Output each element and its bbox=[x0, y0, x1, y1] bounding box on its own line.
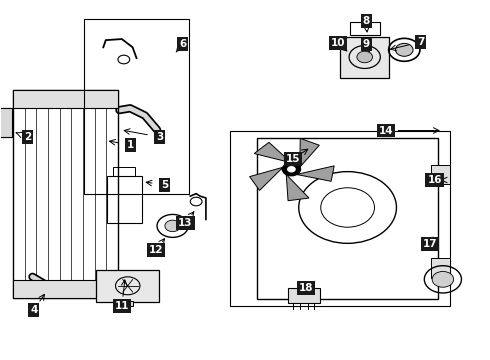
Text: 12: 12 bbox=[149, 245, 163, 255]
Text: 8: 8 bbox=[363, 16, 370, 26]
Circle shape bbox=[287, 166, 296, 172]
Polygon shape bbox=[254, 142, 292, 163]
Bar bbox=[0, 108, 12, 137]
Text: 6: 6 bbox=[179, 39, 187, 49]
Text: 13: 13 bbox=[178, 218, 193, 228]
Bar bbox=[13, 90, 118, 108]
Bar bbox=[230, 131, 450, 306]
Polygon shape bbox=[286, 175, 309, 201]
Bar bbox=[113, 167, 135, 176]
Text: 9: 9 bbox=[363, 40, 370, 49]
Text: 15: 15 bbox=[286, 154, 300, 164]
Bar bbox=[431, 258, 450, 278]
Circle shape bbox=[357, 51, 372, 63]
Polygon shape bbox=[296, 166, 334, 181]
Text: 3: 3 bbox=[156, 132, 163, 142]
Circle shape bbox=[432, 271, 454, 287]
Bar bbox=[340, 37, 389, 78]
Circle shape bbox=[395, 43, 413, 56]
Text: 11: 11 bbox=[115, 301, 129, 311]
Bar bbox=[13, 90, 118, 298]
Bar bbox=[257, 138, 438, 299]
Bar bbox=[350, 22, 380, 36]
Circle shape bbox=[165, 220, 180, 231]
Text: 10: 10 bbox=[331, 38, 345, 48]
Bar bbox=[288, 288, 320, 303]
Text: 14: 14 bbox=[378, 126, 393, 135]
Polygon shape bbox=[249, 167, 283, 190]
Bar bbox=[0, 108, 12, 137]
Bar bbox=[107, 176, 143, 223]
Text: 1: 1 bbox=[126, 140, 134, 150]
Text: 16: 16 bbox=[427, 175, 442, 185]
Bar bbox=[84, 19, 189, 194]
Text: 18: 18 bbox=[299, 283, 313, 293]
Bar bbox=[96, 270, 159, 302]
Polygon shape bbox=[300, 138, 319, 167]
Bar bbox=[123, 301, 133, 306]
Text: 7: 7 bbox=[417, 37, 425, 47]
Circle shape bbox=[282, 162, 301, 176]
Text: 5: 5 bbox=[161, 180, 168, 190]
Text: 2: 2 bbox=[24, 132, 31, 142]
Text: 4: 4 bbox=[30, 305, 38, 315]
Bar bbox=[431, 165, 450, 184]
Bar bbox=[13, 280, 118, 298]
Text: 17: 17 bbox=[422, 239, 437, 249]
